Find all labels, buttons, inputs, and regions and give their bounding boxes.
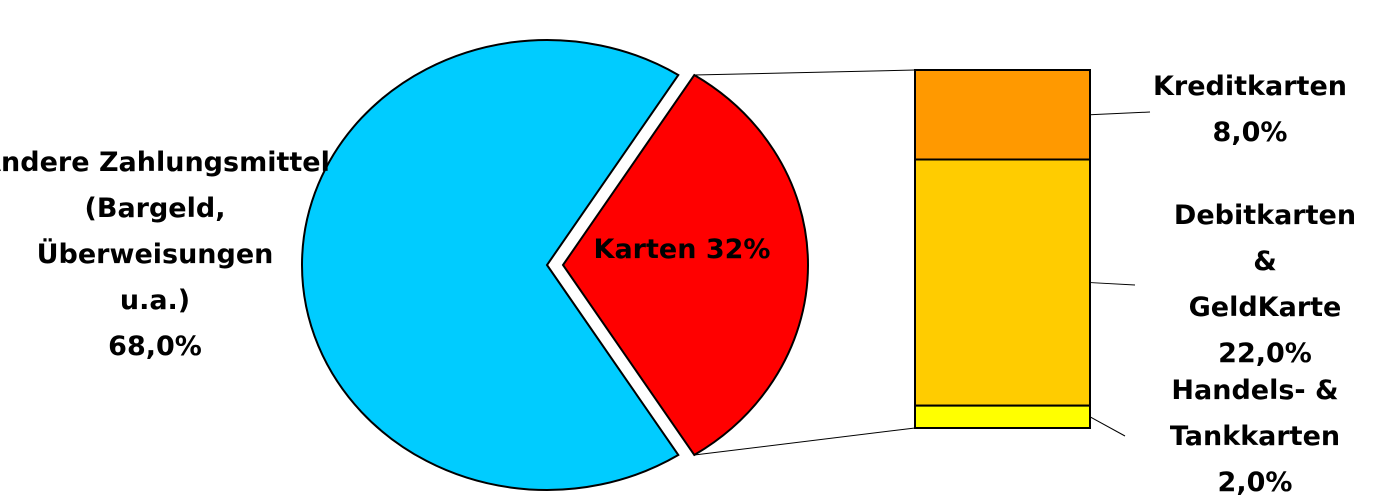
category-label: Kreditkarten	[1153, 71, 1347, 102]
pie-label: Karten 32%	[594, 227, 771, 273]
value-label: 2,0%	[1217, 467, 1293, 498]
category-label: Karten	[593, 234, 697, 265]
pie-slice	[301, 39, 680, 491]
category-label: Handels- & Tankkarten	[1169, 375, 1341, 452]
leader-line	[1089, 416, 1126, 437]
connector-line	[694, 69, 916, 76]
pie-label: Andere Zahlungsmittel (Bargeld, Überweis…	[0, 140, 330, 370]
category-label: Debitkarten & GeldKarte	[1173, 200, 1357, 323]
bar-label: Handels- & Tankkarten 2,0%	[1170, 368, 1340, 501]
connector-line	[694, 427, 916, 456]
leader-line	[1089, 282, 1136, 286]
bar-segment	[914, 69, 1091, 161]
bar-label: Debitkarten & GeldKarte 22,0%	[1174, 193, 1356, 377]
category-label: Andere Zahlungsmittel (Bargeld, Überweis…	[0, 147, 330, 316]
value-label: 32%	[705, 234, 771, 265]
value-label: 22,0%	[1218, 338, 1312, 369]
pie-slice	[561, 73, 810, 457]
bar-label: Kreditkarten 8,0%	[1153, 64, 1347, 156]
bar-segment	[914, 158, 1091, 407]
leader-line	[1089, 111, 1151, 116]
bar-segment	[914, 404, 1091, 429]
value-label: 68,0%	[108, 331, 202, 362]
value-label: 8,0%	[1212, 117, 1288, 148]
